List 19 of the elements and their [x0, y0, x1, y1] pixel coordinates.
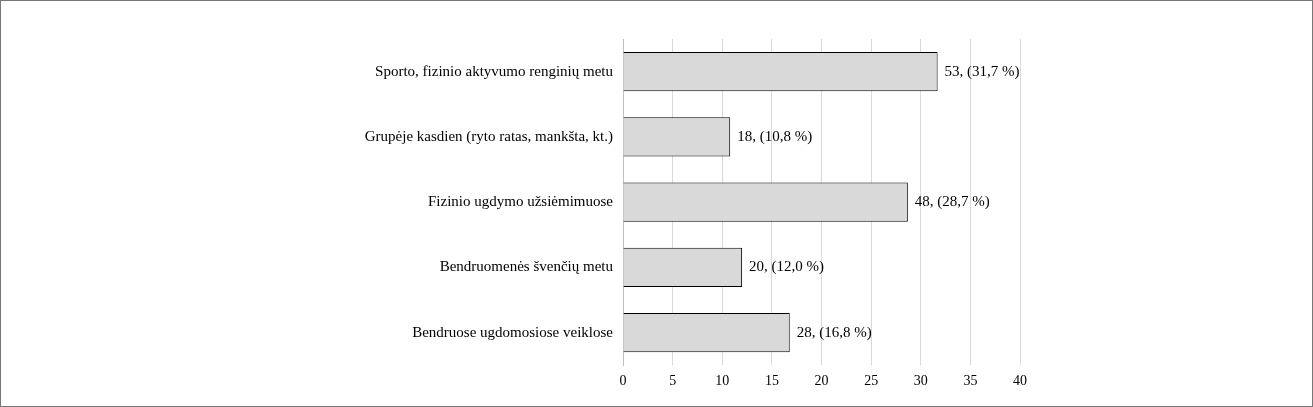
- y-tick-label: Sporto, fizinio aktyvumo renginių metu: [375, 62, 614, 79]
- data-label: 20, (12,0 %): [749, 258, 825, 276]
- data-label: 28, (16,8 %): [796, 323, 872, 341]
- y-tick-label: Bendruose ugdomosiose veiklose: [412, 323, 614, 340]
- y-tick-label: Grupėje kasdien (ryto ratas, mankšta, kt.): [364, 127, 613, 145]
- x-tick-label: 40: [1013, 373, 1027, 389]
- x-tick-label: 35: [963, 373, 978, 389]
- x-tick-label: 15: [764, 373, 779, 389]
- data-label: 48, (28,7 %): [914, 193, 990, 211]
- x-tick-label: 0: [619, 373, 627, 389]
- x-tick-label: 20: [814, 373, 829, 389]
- x-tick-label: 10: [715, 373, 730, 389]
- y-tick-label: Fizinio ugdymo užsiėmimuose: [428, 193, 614, 210]
- x-tick-label: 5: [669, 373, 677, 389]
- x-tick-label: 25: [864, 373, 879, 389]
- y-tick-label: Bendruomenės švenčių metu: [439, 258, 614, 275]
- data-label: 53, (31,7 %): [944, 62, 1020, 80]
- x-tick-label: 30: [913, 373, 928, 389]
- data-label: 18, (10,8 %): [737, 127, 813, 145]
